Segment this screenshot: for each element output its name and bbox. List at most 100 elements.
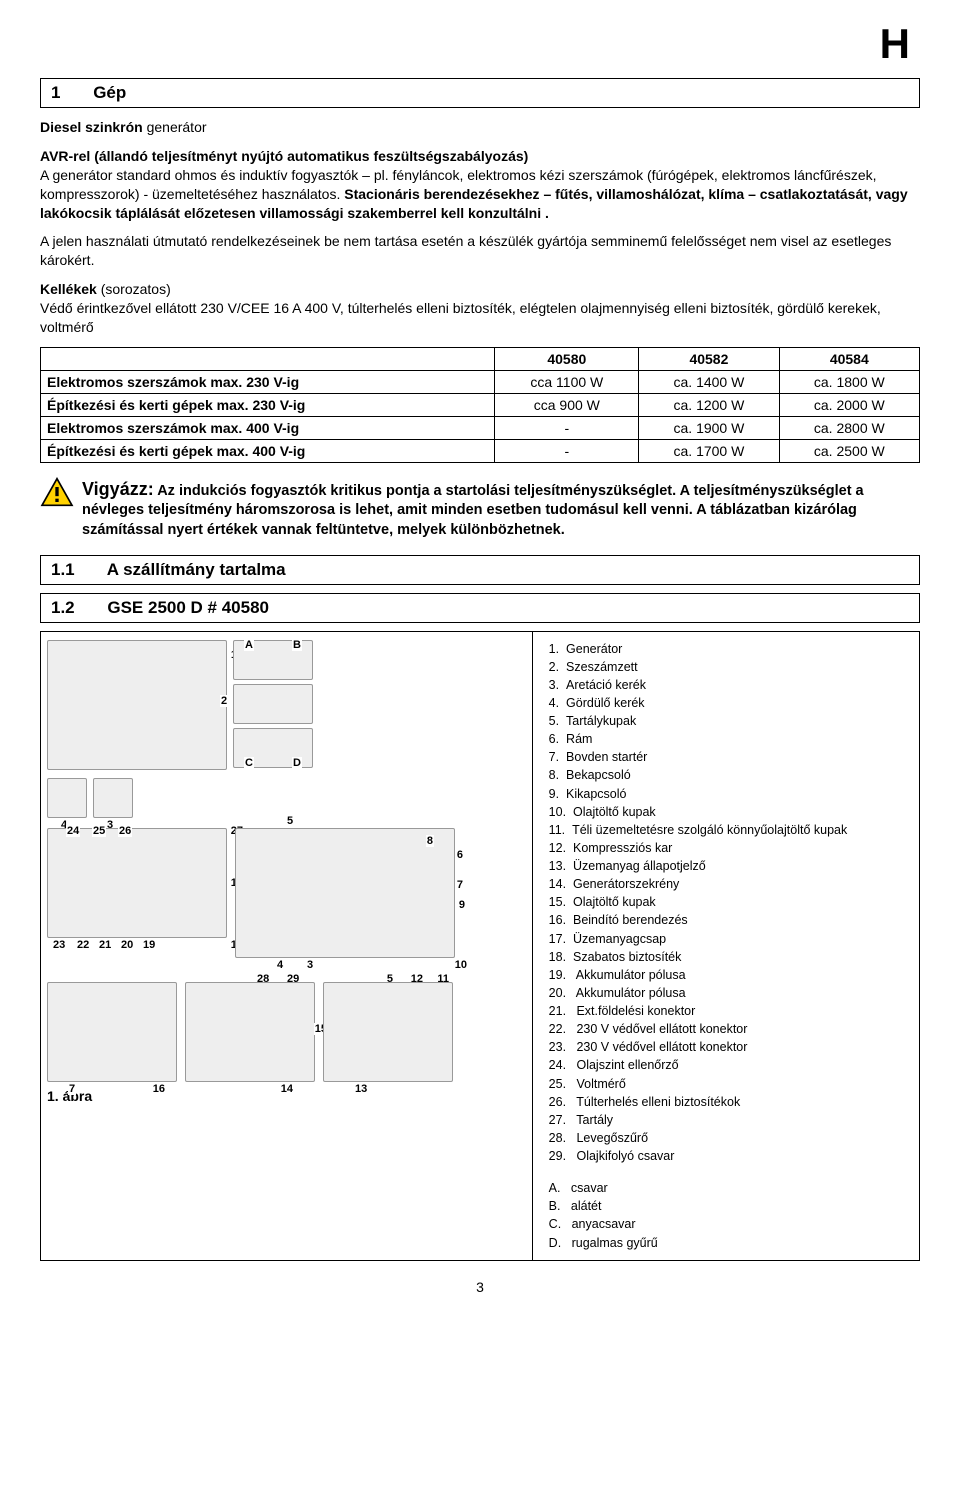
cell: ca. 1400 W bbox=[639, 370, 779, 393]
legend-item: 23. 230 V védővel ellátott konektor bbox=[549, 1038, 909, 1056]
cell: ca. 2800 W bbox=[779, 416, 919, 439]
row-label: Építkezési és kerti gépek max. 400 V-ig bbox=[41, 439, 495, 462]
callout: D bbox=[292, 757, 302, 769]
legend-item: 12. Kompressziós kar bbox=[549, 839, 909, 857]
table-row: Elektromos szerszámok max. 400 V-ig-ca. … bbox=[41, 416, 920, 439]
callout: C bbox=[244, 757, 254, 769]
callout: 20 bbox=[120, 939, 134, 951]
legend-item: 13. Üzemanyag állapotjelző bbox=[549, 857, 909, 875]
callout: 5 bbox=[286, 815, 294, 827]
th-40582: 40582 bbox=[639, 347, 779, 370]
diagram-hardware-cd: C D bbox=[233, 728, 313, 768]
cell: - bbox=[495, 416, 639, 439]
kellekek-block: Kellékek (sorozatos) Védő érintkezővel e… bbox=[40, 280, 920, 337]
legend-item: 1. Generátor bbox=[549, 640, 909, 658]
intro-line1: Diesel szinkrón generátor bbox=[40, 118, 920, 137]
kellekek-label: Kellékek bbox=[40, 281, 97, 297]
letter-legend-item: B. alátét bbox=[549, 1197, 909, 1215]
legend-item: 26. Túlterhelés elleni biztosítékok bbox=[549, 1093, 909, 1111]
callout: 24 bbox=[66, 825, 80, 837]
legend-item: 28. Levegőszűrő bbox=[549, 1129, 909, 1147]
table-row: Építkezési és kerti gépek max. 230 V-igc… bbox=[41, 393, 920, 416]
letter-legend-item: A. csavar bbox=[549, 1179, 909, 1197]
callout: 9 bbox=[458, 899, 466, 911]
warning-block: Vigyázz: Az indukciós fogyasztók kritiku… bbox=[40, 477, 920, 541]
intro-avr-text: AVR-rel (állandó teljesítményt nyújtó au… bbox=[40, 148, 528, 164]
callout: 8 bbox=[426, 835, 434, 847]
intro-generator: generátor bbox=[143, 119, 207, 135]
section-11-num: 1.1 bbox=[51, 560, 75, 579]
warning-title: Vigyázz: bbox=[82, 479, 154, 499]
legend-item: 14. Generátorszekrény bbox=[549, 875, 909, 893]
diagram-wheel-3: 3 bbox=[93, 778, 133, 818]
cell: ca. 1900 W bbox=[639, 416, 779, 439]
callout: 6 bbox=[456, 849, 464, 861]
legend-item: 21. Ext.földelési konektor bbox=[549, 1002, 909, 1020]
section-1-title: Gép bbox=[93, 83, 126, 102]
callout: 14 bbox=[280, 1083, 294, 1095]
legend-item: 11. Téli üzemeltetésre szolgáló könnyűol… bbox=[549, 821, 909, 839]
callout: 25 bbox=[92, 825, 106, 837]
th-empty bbox=[41, 347, 495, 370]
section-1-num: 1 bbox=[51, 83, 60, 102]
callout: B bbox=[292, 639, 302, 651]
callout: 16 bbox=[152, 1083, 166, 1095]
legend-item: 16. Beindító berendezés bbox=[549, 911, 909, 929]
section-12-num: 1.2 bbox=[51, 598, 75, 617]
diagram-side-1: 7 16 bbox=[47, 982, 177, 1082]
legend-item: 18. Szabatos biztosíték bbox=[549, 948, 909, 966]
th-40580: 40580 bbox=[495, 347, 639, 370]
callout: 7 bbox=[68, 1083, 76, 1095]
section-11-heading: 1.1 A szállítmány tartalma bbox=[40, 555, 920, 585]
section-1-heading: 1 Gép bbox=[40, 78, 920, 108]
row-label: Elektromos szerszámok max. 230 V-ig bbox=[41, 370, 495, 393]
diagram-wheel-4: 4 bbox=[47, 778, 87, 818]
legend-item: 19. Akkumulátor pólusa bbox=[549, 966, 909, 984]
callout: A bbox=[244, 639, 254, 651]
callout: 22 bbox=[76, 939, 90, 951]
callout: 4 bbox=[276, 959, 284, 971]
page-number: 3 bbox=[40, 1279, 920, 1295]
section-12-title: GSE 2500 D # 40580 bbox=[107, 598, 269, 617]
callout: 7 bbox=[456, 879, 464, 891]
diagram-hardware-ab: A B bbox=[233, 640, 313, 680]
legend-item: 4. Gördülő kerék bbox=[549, 694, 909, 712]
table-row: Elektromos szerszámok max. 230 V-igcca 1… bbox=[41, 370, 920, 393]
legend-item: 10. Olajtöltő kupak bbox=[549, 803, 909, 821]
callout: 3 bbox=[306, 959, 314, 971]
legend-item: 8. Bekapcsoló bbox=[549, 766, 909, 784]
kellekek-desc: Védő érintkezővel ellátott 230 V/CEE 16 … bbox=[40, 300, 881, 335]
legend-item: 17. Üzemanyagcsap bbox=[549, 930, 909, 948]
legend-item: 9. Kikapcsoló bbox=[549, 785, 909, 803]
figure-legend-row: 1 A B 2 C D 4 3 bbox=[40, 631, 920, 1261]
warning-body: Az indukciós fogyasztók kritikus pontja … bbox=[82, 483, 864, 538]
diagram-column: 1 A B 2 C D 4 3 bbox=[41, 632, 533, 1260]
cell: cca 900 W bbox=[495, 393, 639, 416]
legend-item: 25. Voltmérő bbox=[549, 1075, 909, 1093]
warning-text: Vigyázz: Az indukciós fogyasztók kritiku… bbox=[82, 477, 920, 541]
kellekek-sorozatos: (sorozatos) bbox=[97, 281, 171, 297]
row-label: Építkezési és kerti gépek max. 230 V-ig bbox=[41, 393, 495, 416]
legend-item: 3. Aretáció kerék bbox=[549, 676, 909, 694]
legend-item: 22. 230 V védővel ellátott konektor bbox=[549, 1020, 909, 1038]
diagram-panel: 24 25 26 27 18 23 22 21 20 19 17 bbox=[47, 828, 227, 938]
letter-legend-list: A. csavarB. alátétC. anyacsavarD. rugalm… bbox=[549, 1179, 909, 1252]
intro-avr: AVR-rel (állandó teljesítményt nyújtó au… bbox=[40, 147, 920, 223]
cell: ca. 2000 W bbox=[779, 393, 919, 416]
section-11-title: A szállítmány tartalma bbox=[107, 560, 286, 579]
legend-item: 15. Olajtöltő kupak bbox=[549, 893, 909, 911]
cell: ca. 2500 W bbox=[779, 439, 919, 462]
callout: 21 bbox=[98, 939, 112, 951]
callout: 19 bbox=[142, 939, 156, 951]
diagram-side-2: 15 14 bbox=[185, 982, 315, 1082]
cell: ca. 1800 W bbox=[779, 370, 919, 393]
diagram-generator-detail: 5 6 8 7 9 4 3 10 28 29 5 12 11 bbox=[235, 828, 455, 958]
legend-item: 5. Tartálykupak bbox=[549, 712, 909, 730]
spec-table: 40580 40582 40584 Elektromos szerszámok … bbox=[40, 347, 920, 463]
letter-legend-item: C. anyacsavar bbox=[549, 1215, 909, 1233]
cell: - bbox=[495, 439, 639, 462]
legend-item: 6. Rám bbox=[549, 730, 909, 748]
legend-item: 7. Bovden startér bbox=[549, 748, 909, 766]
section-12-heading: 1.2 GSE 2500 D # 40580 bbox=[40, 593, 920, 623]
callout: 2 bbox=[220, 695, 228, 707]
